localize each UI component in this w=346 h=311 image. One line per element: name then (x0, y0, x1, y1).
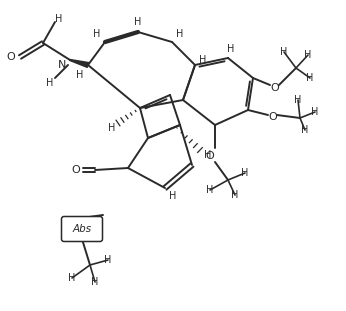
Text: H: H (294, 95, 302, 105)
Text: H: H (227, 44, 235, 54)
Text: H: H (176, 29, 184, 39)
Text: H: H (46, 78, 54, 88)
Text: H: H (206, 185, 214, 195)
Text: H: H (76, 70, 84, 80)
Text: O: O (206, 151, 215, 161)
Text: O: O (7, 52, 15, 62)
Text: O: O (268, 112, 277, 122)
Text: O: O (72, 165, 80, 175)
Text: H: H (91, 277, 99, 287)
Text: H: H (306, 73, 314, 83)
Text: H: H (280, 47, 288, 57)
Text: Abs: Abs (72, 224, 92, 234)
Text: H: H (311, 107, 319, 117)
Text: H: H (199, 55, 207, 65)
Text: H: H (68, 273, 76, 283)
FancyBboxPatch shape (62, 216, 102, 242)
Text: H: H (134, 17, 142, 27)
Text: H: H (301, 125, 309, 135)
Text: H: H (55, 14, 63, 24)
Text: H: H (104, 255, 112, 265)
Text: H: H (231, 190, 239, 200)
Text: H: H (241, 168, 249, 178)
Text: H: H (108, 123, 116, 133)
Text: N: N (58, 60, 66, 70)
Text: O: O (271, 83, 279, 93)
Text: H: H (169, 191, 177, 201)
Text: H: H (93, 29, 101, 39)
Polygon shape (70, 59, 89, 67)
Text: H: H (204, 150, 212, 160)
Text: H: H (304, 50, 312, 60)
